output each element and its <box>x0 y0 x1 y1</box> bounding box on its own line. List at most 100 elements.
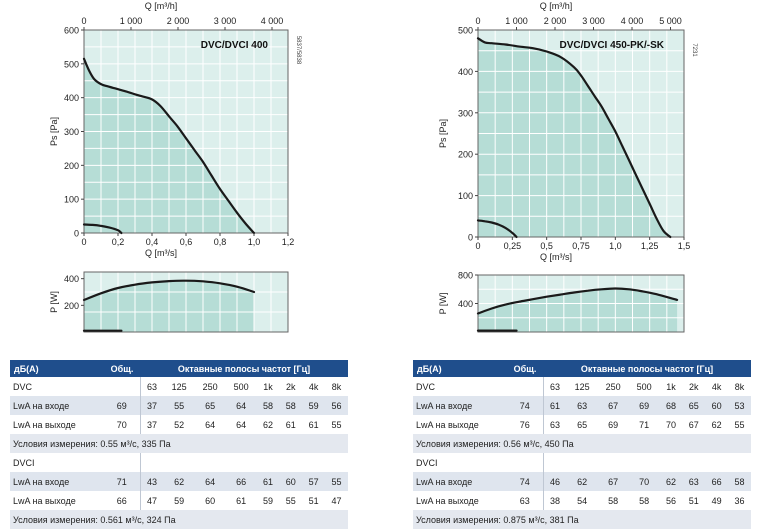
total-cell: 76 <box>507 415 544 434</box>
chart-power-dvc-400: 200 400 P [W] <box>49 271 289 333</box>
value-cell: 64 <box>225 415 257 434</box>
value-cell: 38 <box>543 491 567 510</box>
header-label: дБ(А) <box>10 360 104 377</box>
fan-curve <box>82 57 256 235</box>
row-label: LwA на входе <box>10 472 104 491</box>
block-name: DVCI <box>413 453 507 472</box>
value-cell: 56 <box>659 491 683 510</box>
x-tick-label: 0,4 <box>146 237 159 247</box>
header-total: Общ. <box>507 360 543 377</box>
sound-table-dvc-450: дБ(А) Общ. Октавные полосы частот [Гц] DVC 6… <box>413 360 751 529</box>
chart-title: DVC/DVCI 400 <box>201 40 269 51</box>
y-tick-label: 100 <box>64 195 79 205</box>
value-cell: 68 <box>659 396 683 415</box>
block-name: DVCI <box>10 453 104 472</box>
value-cell: 51 <box>302 491 326 510</box>
y-tick-label: 100 <box>458 191 473 201</box>
value-cell: 47 <box>140 491 164 510</box>
value-cell: 53 <box>728 396 751 415</box>
block-name: DVC <box>10 377 104 396</box>
value-cell: 66 <box>225 472 257 491</box>
empty-cell <box>543 453 751 472</box>
measurement-note: Условия измерения: 0.55 м³/с, 335 Па <box>10 434 348 453</box>
row-label: LwA на выходе <box>10 491 104 510</box>
value-cell: 58 <box>597 491 629 510</box>
y-tick-label: 500 <box>458 26 473 36</box>
value-cell: 60 <box>279 472 303 491</box>
x-tick-label: 0,8 <box>214 237 227 247</box>
total-cell: 74 <box>507 396 544 415</box>
freq-cell: 125 <box>163 377 195 396</box>
value-cell: 58 <box>728 472 751 491</box>
value-cell: 67 <box>597 396 629 415</box>
value-cell: 57 <box>302 472 326 491</box>
value-cell: 62 <box>659 472 683 491</box>
value-cell: 63 <box>543 415 567 434</box>
value-cell: 37 <box>140 415 164 434</box>
x-tick-label: 0,5 <box>540 241 553 251</box>
value-cell: 59 <box>256 491 280 510</box>
freq-cell: 500 <box>628 377 660 396</box>
table-row: LwA на входе 71 43 62 64 66 61 60 57 55 <box>10 472 348 491</box>
freq-cell: 8k <box>325 377 348 396</box>
plot-frame <box>83 271 289 333</box>
chart-code: 5837/5838 <box>295 36 301 65</box>
measurement-note-row: Условия измерения: 0.56 м³/с, 450 Па <box>413 434 751 453</box>
x-axis-label: Q [m³/s] <box>145 248 177 258</box>
x-tick-label: 1,25 <box>641 241 659 251</box>
y-tick-label: 300 <box>64 127 79 137</box>
value-cell: 67 <box>682 415 706 434</box>
blank-cell <box>507 453 544 472</box>
x-top-axis-label: Q [m³/h] <box>540 1 573 11</box>
freq-row: DVCI <box>413 453 751 472</box>
value-cell: 55 <box>325 415 348 434</box>
measurement-note: Условия измерения: 0.56 м³/с, 450 Па <box>413 434 751 453</box>
x-tick-label: 1,5 <box>678 241 691 251</box>
chart-code: 7231 <box>691 43 697 57</box>
measurement-note-row: Условия измерения: 0.55 м³/с, 335 Па <box>10 434 348 453</box>
block-name: DVC <box>413 377 507 396</box>
y-axis-label: P [W] <box>49 291 59 313</box>
value-cell: 62 <box>256 415 280 434</box>
value-cell: 61 <box>279 415 303 434</box>
value-cell: 62 <box>163 472 195 491</box>
freq-cell: 63 <box>543 377 567 396</box>
freq-cell: 125 <box>566 377 598 396</box>
x-top-tick-label: 0 <box>81 16 86 26</box>
y-axis-label: P [W] <box>438 293 448 315</box>
x-top-tick-label: 2 000 <box>167 16 190 26</box>
value-cell: 59 <box>302 396 326 415</box>
freq-row: DVC 63 125 250 500 1k 2k 4k 8k <box>413 377 751 396</box>
table-row: LwA на выходе 63 38 54 58 58 56 51 49 36 <box>413 491 751 510</box>
freq-cell: 2k <box>279 377 303 396</box>
working-area-fill <box>478 38 671 237</box>
value-cell: 65 <box>682 396 706 415</box>
header-label: дБ(А) <box>413 360 507 377</box>
y-tick-label: 500 <box>64 59 79 69</box>
value-cell: 69 <box>628 396 660 415</box>
x-tick-label: 0 <box>81 237 86 247</box>
blank-cell <box>104 453 141 472</box>
x-top-axis-label: Q [m³/h] <box>145 1 178 11</box>
sound-table-dvc-400: дБ(А) Общ. Октавные полосы частот [Гц] DVC 6… <box>10 360 348 529</box>
value-cell: 64 <box>225 396 257 415</box>
measurement-note-row: Условия измерения: 0.875 м³/с, 381 Па <box>413 510 751 529</box>
value-cell: 62 <box>566 472 598 491</box>
chart-power-dvc-450: 400 800 P [W] <box>438 271 685 333</box>
measurement-note: Условия измерения: 0.875 м³/с, 381 Па <box>413 510 751 529</box>
table-row: LwA на выходе 76 63 65 69 71 70 67 62 55 <box>413 415 751 434</box>
value-cell: 60 <box>194 491 226 510</box>
blank-cell <box>104 377 141 396</box>
y-tick-label: 400 <box>64 274 79 284</box>
freq-cell: 4k <box>705 377 729 396</box>
y-axis-label: Ps [Pa] <box>438 119 448 148</box>
value-cell: 58 <box>628 491 660 510</box>
value-cell: 66 <box>705 472 729 491</box>
x-tick-label: 1,2 <box>282 237 295 247</box>
y-tick-label: 800 <box>458 271 473 281</box>
row-label: LwA на входе <box>10 396 104 415</box>
x-tick-label: 0,75 <box>572 241 590 251</box>
total-cell: 66 <box>104 491 141 510</box>
table-row: LwA на входе 74 46 62 67 70 62 63 66 58 <box>413 472 751 491</box>
